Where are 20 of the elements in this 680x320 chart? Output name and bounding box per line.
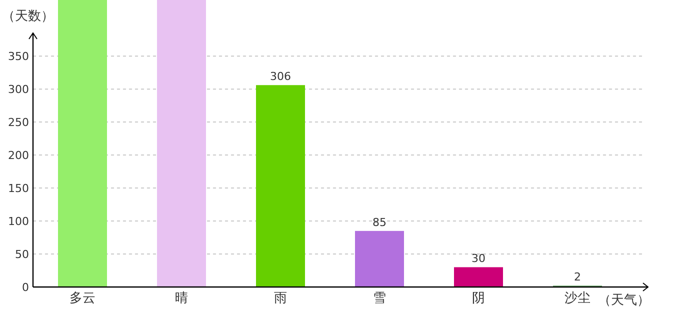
y-tick-label: 350: [8, 50, 29, 64]
y-tick-label: 300: [8, 83, 29, 96]
y-tick-label: 0: [22, 281, 29, 294]
data-label: 2: [574, 270, 581, 284]
x-tick-label: 多云: [70, 291, 96, 306]
y-tick-label: 200: [8, 149, 29, 162]
y-tick-label: 100: [8, 215, 29, 228]
y-tick-label: 150: [8, 182, 29, 196]
data-label: 30: [472, 252, 486, 266]
x-axis-title: （天气）: [598, 293, 650, 308]
y-tick-label: 50: [15, 248, 29, 262]
data-label: 85: [372, 216, 386, 229]
data-label: 306: [270, 70, 291, 84]
x-tick-label: 雨: [274, 291, 287, 306]
x-tick-label: 晴: [175, 291, 188, 306]
x-tick-label: 沙尘: [564, 291, 590, 306]
x-tick-label: 雪: [373, 291, 386, 306]
y-tick-label: 250: [8, 116, 29, 130]
y-axis-title: （天数）: [2, 9, 54, 24]
x-tick-label: 阴: [472, 291, 485, 306]
